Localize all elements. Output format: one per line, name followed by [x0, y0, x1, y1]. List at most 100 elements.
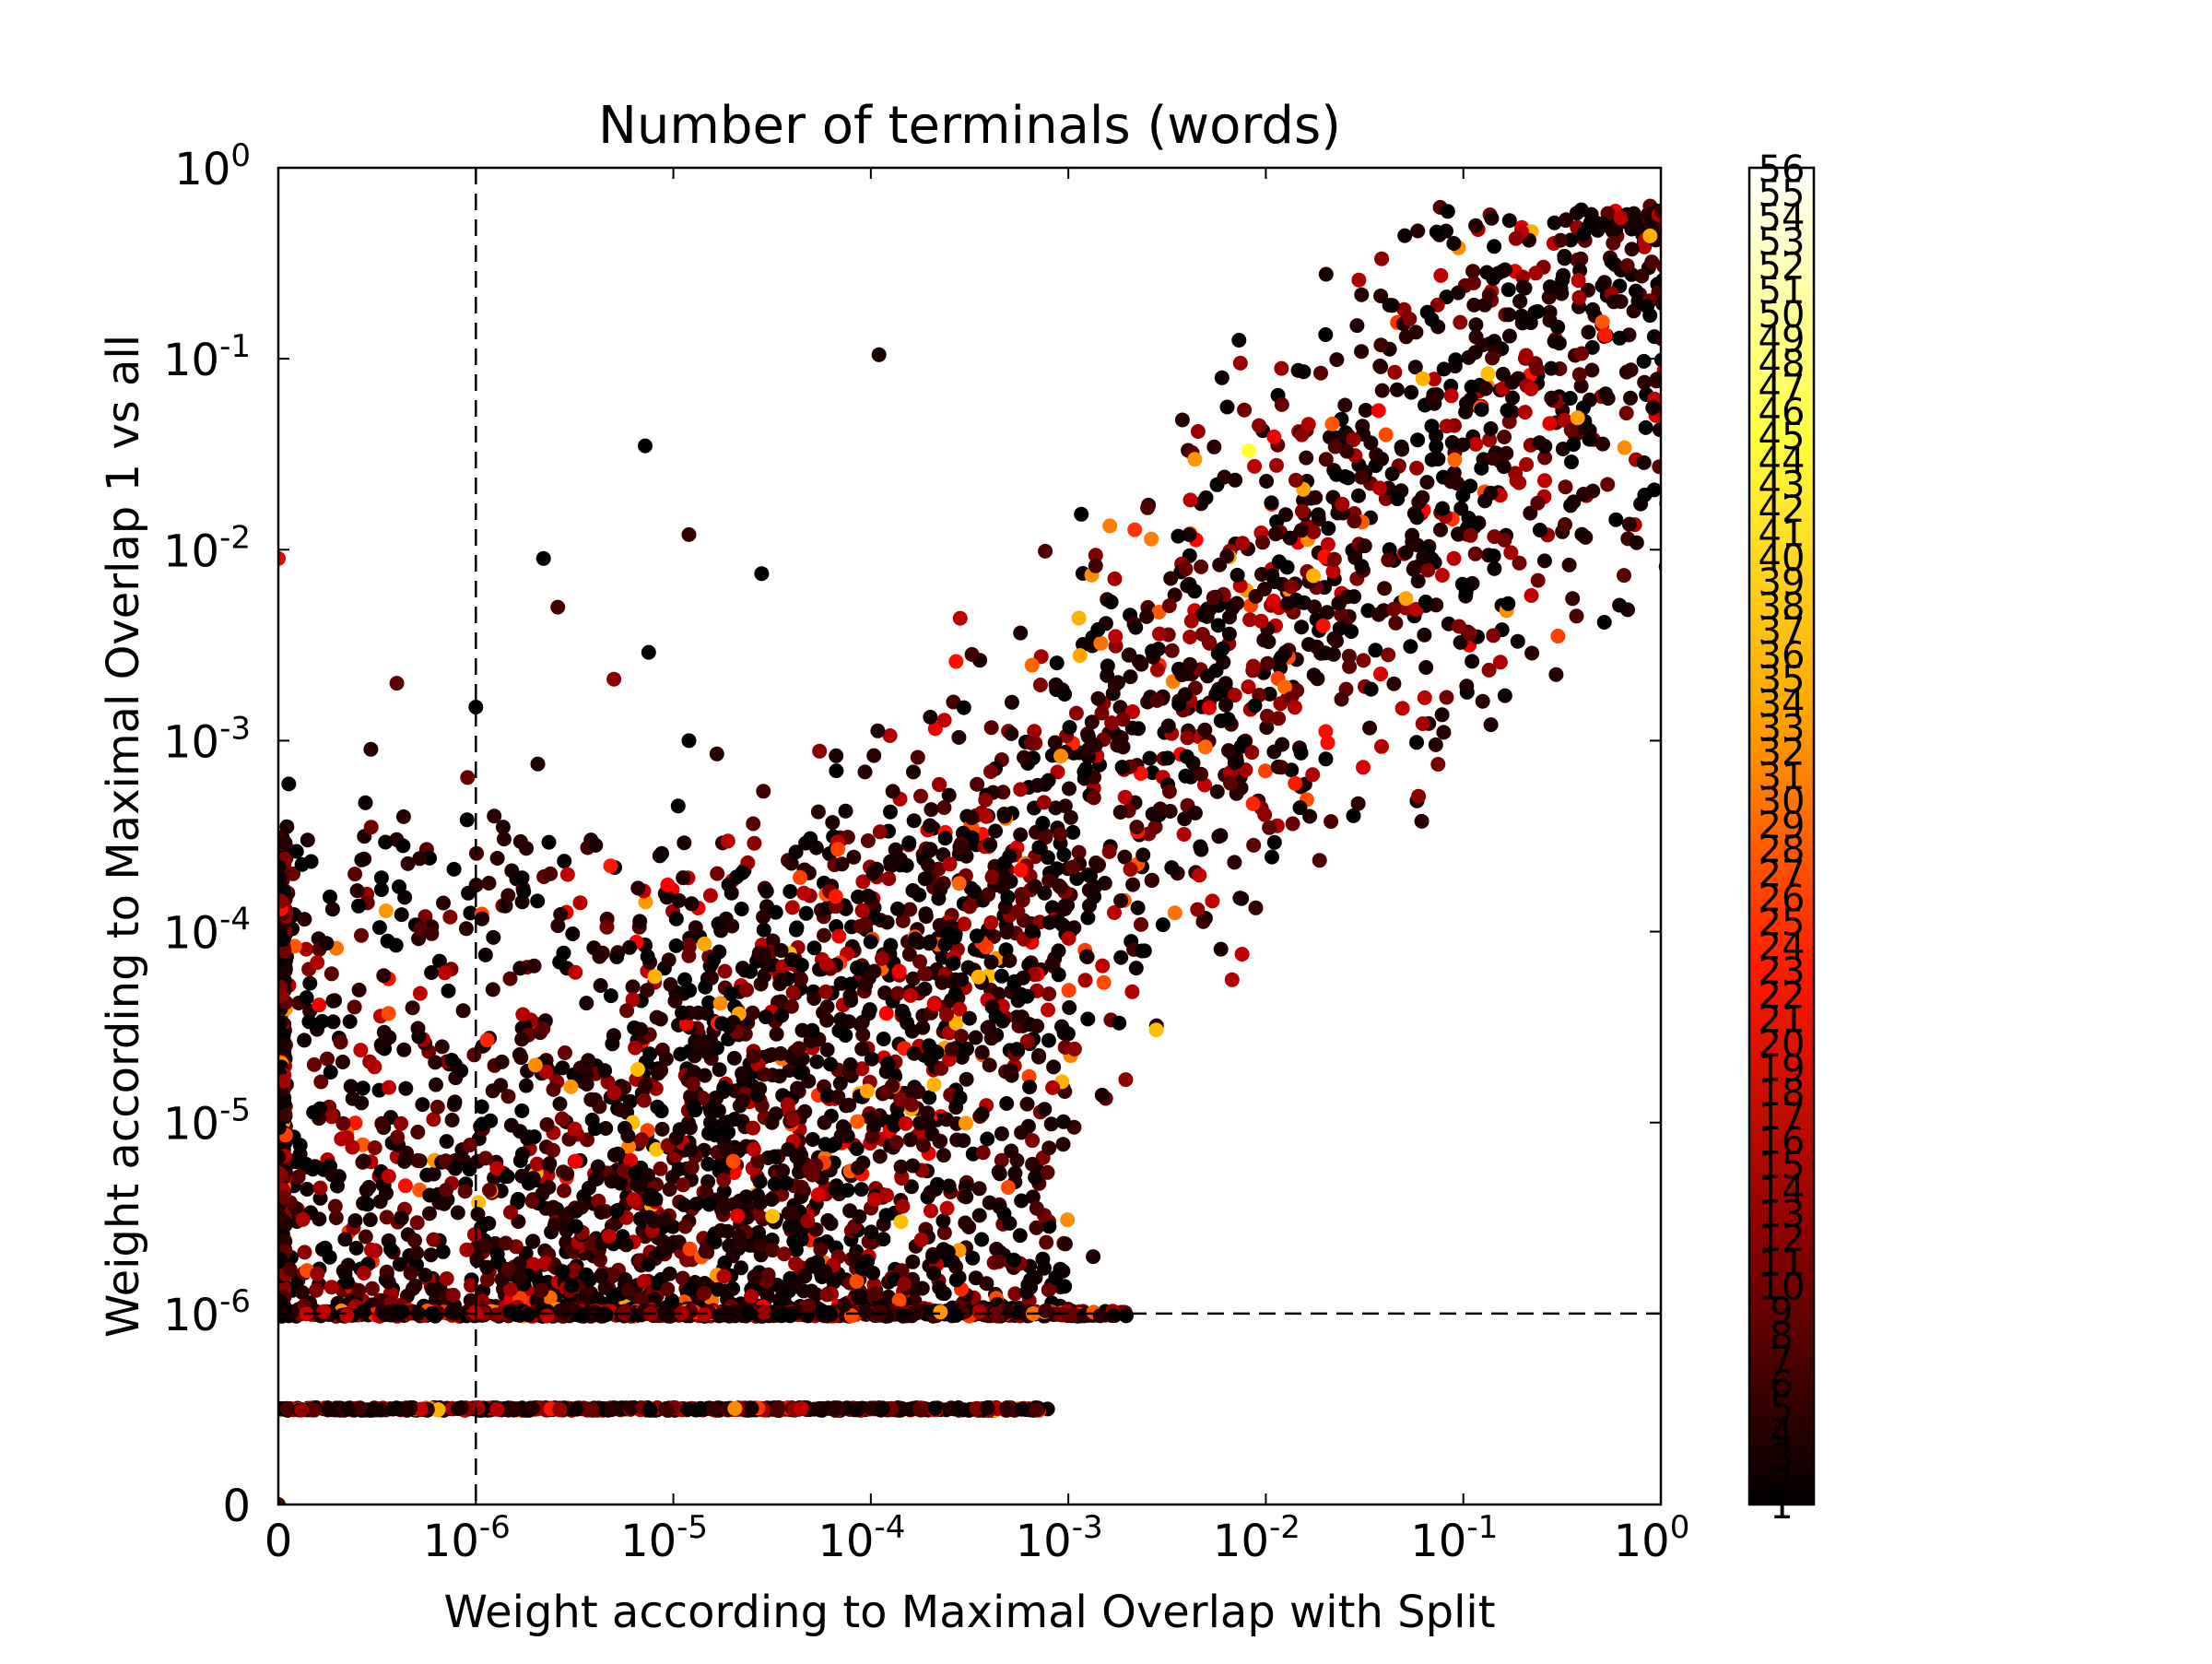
scatter-point — [1564, 454, 1579, 470]
scatter-point — [1389, 382, 1405, 397]
scatter-point — [477, 1151, 493, 1166]
scatter-point — [609, 1203, 625, 1219]
scatter-point — [1407, 360, 1423, 375]
scatter-point — [1497, 688, 1512, 703]
scatter-point — [1334, 691, 1349, 707]
scatter-point — [1571, 289, 1587, 305]
scatter-point — [1029, 1220, 1044, 1235]
scatter-point — [662, 1182, 677, 1198]
scatter-point — [912, 954, 927, 970]
scatter-point — [1030, 777, 1045, 793]
scatter-point — [1351, 488, 1366, 503]
scatter-point — [948, 1015, 964, 1031]
scatter-point — [1061, 983, 1077, 998]
scatter-point — [347, 867, 363, 882]
scatter-point — [1557, 248, 1572, 264]
scatter-point — [721, 877, 736, 892]
scatter-point — [1523, 315, 1538, 331]
scatter-point — [1381, 552, 1396, 568]
scatter-point — [662, 1266, 677, 1281]
scatter-point — [1278, 507, 1293, 523]
scatter-point — [1236, 734, 1252, 749]
scatter-point — [1569, 608, 1584, 624]
scatter-point — [382, 1030, 397, 1045]
scatter-point — [917, 981, 933, 997]
scatter-point — [1182, 630, 1198, 644]
scatter-point — [555, 1060, 571, 1076]
scatter-point — [1017, 749, 1031, 765]
scatter-point — [378, 834, 394, 850]
scatter-point — [1124, 984, 1140, 999]
scatter-point — [784, 952, 800, 967]
scatter-point — [1227, 855, 1242, 870]
scatter-point — [1474, 460, 1489, 476]
scatter-point — [1585, 301, 1601, 317]
scatter-point — [466, 1227, 482, 1243]
scatter-point — [1439, 419, 1454, 434]
scatter-point — [1174, 412, 1190, 428]
scatter-point — [1453, 314, 1468, 330]
scatter-point — [1257, 807, 1273, 822]
scatter-point — [1202, 700, 1217, 715]
scatter-point — [1160, 718, 1176, 734]
scatter-point — [1435, 501, 1450, 516]
scatter-point — [309, 1282, 324, 1298]
scatter-point — [785, 1112, 801, 1127]
scatter-point — [1049, 655, 1065, 671]
scatter-point — [1061, 930, 1077, 946]
scatter-point — [1305, 767, 1321, 783]
scatter-point — [1115, 739, 1131, 755]
scatter-point — [1300, 417, 1316, 432]
scatter-point — [439, 1271, 454, 1286]
scatter-point — [677, 1219, 693, 1234]
scatter-point — [1524, 588, 1539, 603]
scatter-point — [489, 851, 505, 866]
scatter-point — [782, 884, 798, 899]
scatter-point — [618, 1237, 634, 1253]
scatter-point — [1501, 307, 1517, 323]
scatter-point — [345, 1091, 360, 1106]
scatter-point — [846, 849, 862, 865]
scatter-point — [1062, 781, 1077, 797]
scatter-point — [1193, 839, 1208, 855]
scatter-point — [546, 1081, 561, 1097]
scatter-point — [591, 1193, 606, 1209]
scatter-point — [1532, 435, 1547, 451]
scatter-point — [1606, 224, 1620, 239]
scatter-point — [1123, 862, 1138, 877]
scatter-point — [720, 833, 735, 849]
scatter-point — [1398, 545, 1414, 561]
scatter-point — [603, 858, 618, 874]
scatter-point — [918, 906, 934, 922]
scatter-point — [681, 948, 697, 963]
scatter-point — [818, 957, 834, 972]
scatter-point — [359, 1197, 375, 1212]
scatter-point — [723, 986, 738, 1002]
scatter-point — [1434, 568, 1450, 583]
scatter-point — [1149, 692, 1165, 708]
scatter-point — [788, 922, 804, 938]
scatter-point — [1271, 554, 1287, 570]
scatter-point — [1202, 602, 1218, 617]
scatter-point — [712, 1062, 727, 1078]
scatter-point — [1585, 483, 1601, 499]
scatter-point — [788, 1278, 804, 1293]
scatter-point — [1118, 1308, 1134, 1324]
scatter-point — [302, 975, 318, 991]
scatter-point — [1563, 422, 1579, 438]
scatter-point — [831, 928, 847, 944]
scatter-point — [583, 1092, 599, 1107]
scatter-point — [1436, 725, 1452, 740]
scatter-point — [1570, 410, 1585, 426]
scatter-point — [636, 1274, 652, 1289]
scatter-point — [880, 1056, 896, 1071]
scatter-point — [598, 1121, 614, 1136]
scatter-point — [1362, 720, 1378, 736]
scatter-point — [1160, 750, 1176, 766]
scatter-point — [1429, 224, 1444, 240]
scatter-point — [1187, 452, 1203, 467]
scatter-point — [775, 1163, 791, 1178]
scatter-point — [1483, 485, 1499, 501]
scatter-point — [1164, 643, 1180, 658]
scatter-point — [1346, 808, 1361, 823]
